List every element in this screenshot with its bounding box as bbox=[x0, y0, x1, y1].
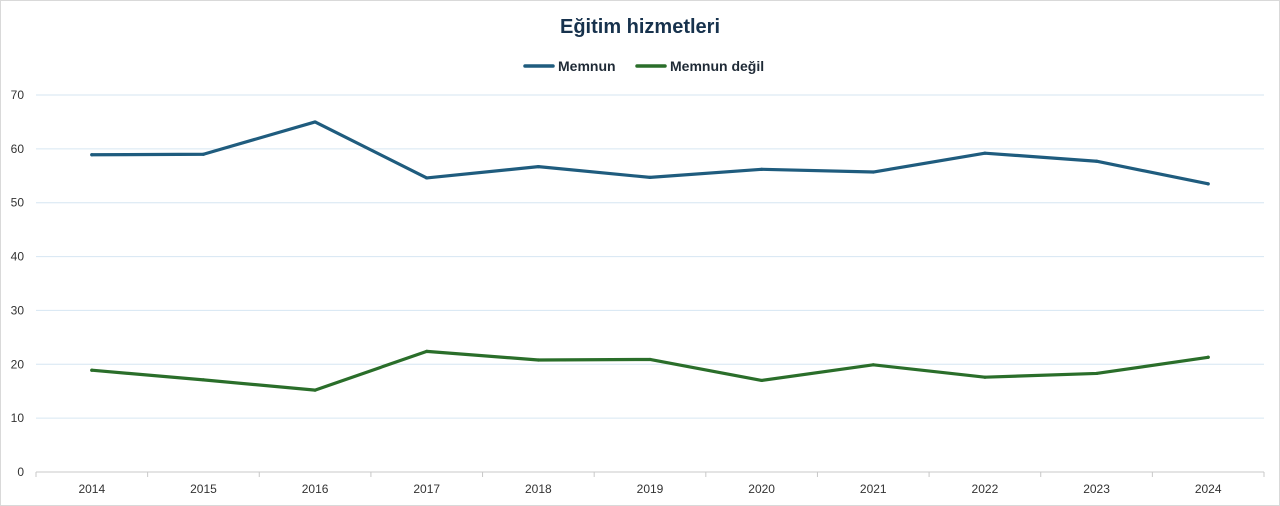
data-point bbox=[1206, 182, 1210, 186]
data-point bbox=[536, 358, 540, 362]
data-point bbox=[201, 152, 206, 156]
data-point bbox=[760, 378, 764, 383]
data-point bbox=[1094, 371, 1099, 376]
x-tick-label: 2023 bbox=[1083, 482, 1110, 496]
series-line-1 bbox=[90, 349, 1210, 392]
data-point bbox=[983, 151, 987, 155]
data-point bbox=[425, 176, 429, 180]
x-tick-label: 2019 bbox=[637, 482, 664, 496]
data-point bbox=[313, 388, 317, 392]
y-tick-label: 30 bbox=[11, 303, 25, 317]
x-tick-label: 2024 bbox=[1195, 482, 1222, 496]
data-point bbox=[1206, 355, 1210, 359]
data-point bbox=[313, 120, 317, 124]
y-tick-label: 60 bbox=[11, 142, 25, 156]
x-axis: 2014 2015 2016 2017 2018 2019 2020 2021 2022 2023… bbox=[35, 471, 1265, 496]
x-tick-label: 2017 bbox=[413, 482, 440, 496]
x-tick-label: 2014 bbox=[78, 482, 105, 496]
data-point bbox=[201, 378, 206, 382]
x-tick-label: 2018 bbox=[525, 482, 552, 496]
legend-label: Memnun değil bbox=[670, 58, 764, 74]
y-tick-label: 0 bbox=[17, 465, 24, 479]
y-tick-label: 10 bbox=[11, 411, 25, 425]
x-tick-label: 2015 bbox=[190, 482, 217, 496]
chart-legend: Memnun Memnun değil bbox=[523, 58, 764, 74]
x-tick-label: 2016 bbox=[302, 482, 329, 496]
grid-lines bbox=[36, 94, 1264, 419]
data-point bbox=[425, 349, 429, 353]
data-point bbox=[1094, 159, 1099, 163]
data-point bbox=[536, 165, 540, 169]
x-tick-label: 2022 bbox=[972, 482, 999, 496]
x-tick-label: 2020 bbox=[748, 482, 775, 496]
data-point bbox=[871, 170, 875, 174]
y-axis: 0 10 20 30 40 50 60 70 bbox=[11, 88, 25, 479]
data-point bbox=[90, 153, 94, 157]
data-point bbox=[90, 368, 94, 372]
series-line-0 bbox=[90, 120, 1210, 186]
data-point bbox=[760, 167, 764, 171]
data-point bbox=[983, 375, 987, 379]
legend-label: Memnun bbox=[558, 58, 616, 74]
chart-title: Eğitim hizmetleri bbox=[560, 16, 720, 38]
data-point bbox=[648, 357, 652, 362]
y-tick-label: 70 bbox=[11, 88, 25, 102]
y-tick-label: 20 bbox=[11, 357, 25, 371]
data-point bbox=[648, 175, 652, 180]
y-tick-label: 40 bbox=[11, 250, 25, 264]
x-tick-label: 2021 bbox=[860, 482, 887, 496]
data-point bbox=[871, 363, 875, 367]
y-tick-label: 50 bbox=[11, 196, 25, 210]
series-lines bbox=[90, 120, 1210, 392]
